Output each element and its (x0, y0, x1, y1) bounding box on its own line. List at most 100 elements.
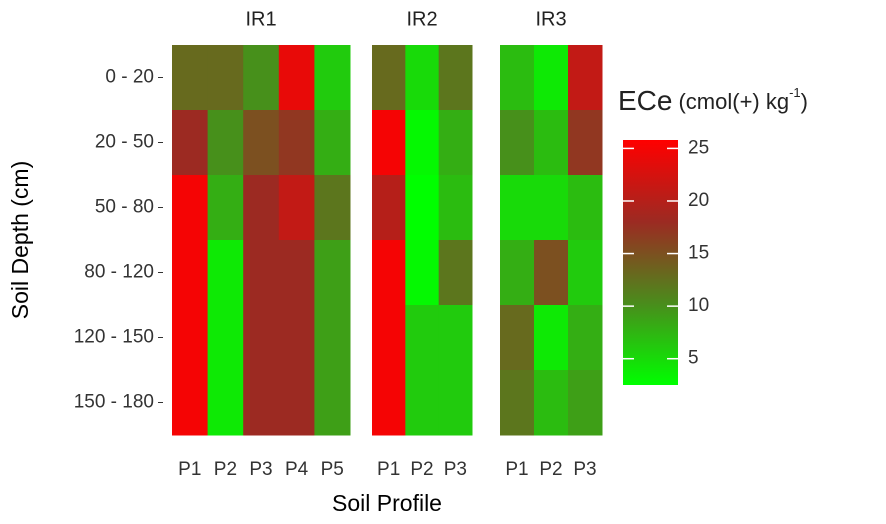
heat-cell (243, 370, 280, 436)
heat-cell (568, 110, 603, 176)
heat-cell (172, 305, 209, 371)
legend-unit-end: ) (801, 89, 808, 114)
heat-cell (568, 240, 603, 306)
x-tick-label: P5 (321, 459, 344, 480)
heat-cell (534, 110, 569, 176)
heat-cell (438, 175, 473, 241)
legend-title: ECe (cmol(+) kg-1) (618, 85, 808, 116)
legend-unit-sup: -1 (789, 85, 801, 100)
heat-cell (207, 175, 244, 241)
heat-cell (500, 370, 535, 436)
heat-cell (172, 240, 209, 306)
heat-cell (534, 240, 569, 306)
heat-cell (438, 305, 473, 371)
x-tick-label: P3 (573, 459, 596, 480)
heat-cell (500, 175, 535, 241)
heat-cell (372, 110, 406, 176)
heat-cell (500, 305, 535, 371)
heat-cell (568, 45, 603, 111)
heat-cell (438, 45, 473, 111)
heat-cell (207, 240, 244, 306)
heat-cell (534, 370, 569, 436)
heat-cell (314, 240, 351, 306)
facet-title: IR2 (406, 8, 437, 30)
heat-cell (314, 110, 351, 176)
heat-cell (405, 175, 440, 241)
colorbar-tick-label: 10 (688, 295, 709, 316)
colorbar-tick-label: 15 (688, 243, 709, 264)
x-tick-label: P2 (214, 459, 237, 480)
heat-cell (500, 110, 535, 176)
heat-cell (243, 240, 280, 306)
colorbar-tick-label: 20 (688, 190, 709, 211)
x-tick-label: P3 (444, 459, 467, 480)
x-tick-label: P2 (539, 459, 562, 480)
heat-cell (372, 45, 406, 111)
x-tick-label: P1 (377, 459, 400, 480)
heat-cell (372, 240, 406, 306)
heat-cell (534, 175, 569, 241)
heat-cell (534, 305, 569, 371)
heat-cell (534, 45, 569, 111)
y-tick-label: 0 - 20 (105, 67, 154, 88)
heat-cell (438, 110, 473, 176)
heat-cell (243, 45, 280, 111)
heat-cell (207, 45, 244, 111)
heat-cell (207, 305, 244, 371)
heat-cell (278, 370, 315, 436)
y-tick-label: 20 - 50 (95, 132, 154, 153)
heat-cell (500, 240, 535, 306)
heat-cell (172, 45, 209, 111)
y-tick-label: 80 - 120 (84, 262, 154, 283)
heat-cell (500, 45, 535, 111)
heat-cell (207, 110, 244, 176)
heat-cell (314, 370, 351, 436)
y-tick-label: 120 - 150 (74, 327, 154, 348)
heat-cell (172, 370, 209, 436)
heat-cell (314, 305, 351, 371)
heat-cell (278, 110, 315, 176)
x-axis-title: Soil Profile (332, 490, 442, 516)
heat-cell (568, 305, 603, 371)
heat-cell (405, 305, 440, 371)
x-tick-label: P3 (249, 459, 272, 480)
heat-cell (278, 305, 315, 371)
x-tick-label: P1 (178, 459, 201, 480)
colorbar-tick-label: 5 (688, 348, 699, 369)
heat-cell (278, 175, 315, 241)
heat-cell (405, 240, 440, 306)
colorbar-tick-label: 25 (688, 137, 709, 158)
heat-cell (207, 370, 244, 436)
heat-cell (405, 370, 440, 436)
heat-cell (372, 305, 406, 371)
heat-cell (568, 175, 603, 241)
y-tick-label: 150 - 180 (74, 392, 154, 413)
x-tick-label: P4 (285, 459, 309, 480)
heat-cell (243, 305, 280, 371)
facet-title: IR1 (245, 8, 276, 30)
heat-cell (438, 370, 473, 436)
heat-cell (278, 45, 315, 111)
heat-cell (405, 110, 440, 176)
facet-title: IR3 (535, 8, 566, 30)
x-tick-label: P2 (410, 459, 433, 480)
y-axis-title: Soil Depth (cm) (7, 161, 33, 319)
heat-cell (172, 175, 209, 241)
heat-cell (243, 110, 280, 176)
x-tick-label: P1 (505, 459, 528, 480)
colorbar (623, 140, 678, 385)
heat-cell (314, 175, 351, 241)
heat-cell (438, 240, 473, 306)
heat-cell (278, 240, 315, 306)
legend-unit: (cmol(+) kg (678, 89, 789, 114)
heat-cell (314, 45, 351, 111)
legend-title-main: ECe (618, 85, 672, 116)
y-tick-label: 50 - 80 (95, 197, 154, 218)
heat-cell (243, 175, 280, 241)
heat-cell (405, 45, 440, 111)
heat-cell (372, 370, 406, 436)
heat-cell (568, 370, 603, 436)
heat-cell (172, 110, 209, 176)
heat-cell (372, 175, 406, 241)
